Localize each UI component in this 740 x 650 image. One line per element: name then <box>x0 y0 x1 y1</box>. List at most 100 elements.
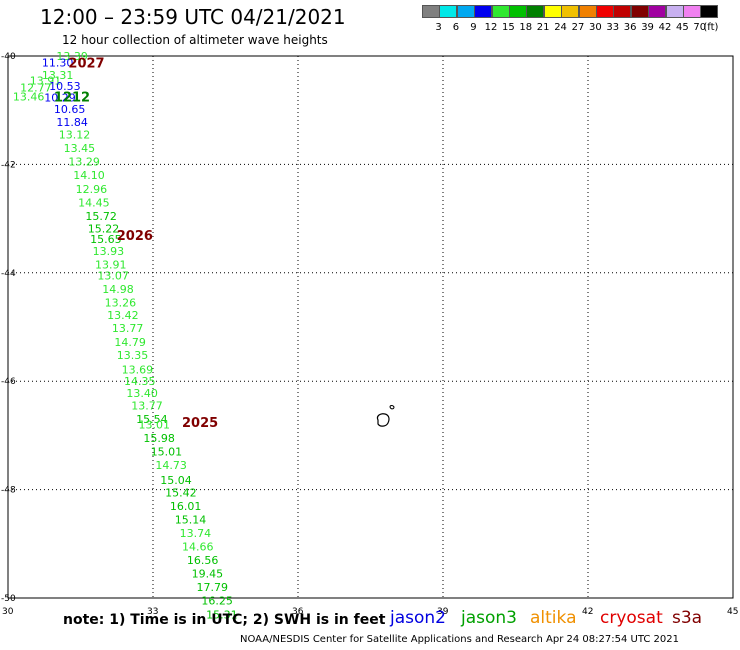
wave-height-label: 14.10 <box>73 169 105 182</box>
wave-height-label: 16.56 <box>187 554 219 567</box>
wave-height-label: 10.65 <box>54 103 86 116</box>
wave-height-label: 14.35 <box>124 375 156 388</box>
wave-height-label: 13.31 <box>42 69 73 82</box>
footer-note: note: 1) Time is in UTC; 2) SWH is in fe… <box>63 612 386 628</box>
wave-height-label: 15.04 <box>160 474 192 487</box>
wave-height-label: 15.42 <box>165 486 197 499</box>
lat-tick-label: -48 <box>1 486 16 496</box>
color-scale-label: 42 <box>658 22 672 33</box>
wave-height-label: 13.69 <box>122 363 154 376</box>
track-number-label: 2026 <box>117 229 153 244</box>
track-labels: 2027 2026 2025 1212 <box>54 57 218 431</box>
wave-height-label: 13.91 <box>95 259 127 272</box>
wave-height-label: 11.30 <box>42 57 73 70</box>
island-outlines <box>376 405 395 427</box>
lon-tick-label: 45 <box>727 607 738 617</box>
wave-height-label: 13.12 <box>59 129 91 142</box>
wave-height-label: 13.91 <box>30 74 62 87</box>
wave-height-label: 14.98 <box>102 283 134 296</box>
wave-height-label: 13.74 <box>180 527 212 540</box>
wave-height-label: 14.66 <box>182 541 214 554</box>
wave-height-label: 13.77 <box>112 322 143 335</box>
wave-height-label: 15.98 <box>143 432 175 445</box>
color-scale-label: 27 <box>571 22 585 33</box>
lat-tick-label: -44 <box>1 269 16 279</box>
color-scale-unit: (ft) <box>703 22 719 33</box>
wave-height-label: 15.01 <box>151 446 183 459</box>
color-scale-label: 36 <box>623 22 637 33</box>
wave-height-label: 13.93 <box>93 245 125 258</box>
lon-tick-label: 42 <box>582 607 593 617</box>
color-scale-label: 33 <box>606 22 620 33</box>
wave-height-label: 13.77 <box>131 400 163 413</box>
island-prince-edward <box>389 405 395 410</box>
wave-height-label: 15.14 <box>175 513 207 526</box>
color-scale-label: 12 <box>484 22 498 33</box>
color-scale-label: 6 <box>452 22 460 33</box>
satellite-name-cryosat: cryosat <box>600 608 663 628</box>
track-number-label: 1212 <box>54 91 90 106</box>
wave-height-label: 12.96 <box>76 183 108 196</box>
satellite-name-jason3: jason3 <box>461 608 517 628</box>
color-scale-label: 21 <box>536 22 550 33</box>
lon-tick-label: 30 <box>2 607 14 617</box>
wave-height-label: 19.45 <box>192 568 224 581</box>
map-subtitle: 12 hour collection of altimeter wave hei… <box>62 33 328 47</box>
color-scale-label: 3 <box>435 22 442 33</box>
wave-height-label: 14.73 <box>155 459 187 472</box>
wave-height-label: 13.46 <box>13 91 45 104</box>
map-grid <box>7 55 734 599</box>
wave-height-label: 14.45 <box>78 196 110 209</box>
lon-tick-label: 36 <box>292 607 304 617</box>
wave-height-label: 14.79 <box>114 336 146 349</box>
color-scale-label: 24 <box>554 22 567 33</box>
map-title: 12:00 – 23:59 UTC 04/21/2021 <box>40 5 346 29</box>
wave-height-label: 17.79 <box>197 581 229 594</box>
color-scale-label: 9 <box>470 22 477 33</box>
wave-height-label: 13.42 <box>107 309 139 322</box>
wave-height-label: 13.40 <box>126 387 157 400</box>
wave-height-label: 13.35 <box>117 349 149 362</box>
wave-height-label: 15.65 <box>90 233 122 246</box>
satellite-name-jason2: jason2 <box>390 608 446 628</box>
wave-height-label: 16.25 <box>201 595 233 608</box>
map-frame <box>7 55 734 599</box>
lat-tick-label: -42 <box>1 160 16 170</box>
lon-tick-label: 39 <box>437 607 449 617</box>
axis-tick-labels: 30 33 36 39 42 45 -40 -42 -44 -46 -48 -50 <box>1 52 738 617</box>
credit-line: NOAA/NESDIS Center for Satellite Applica… <box>240 634 679 645</box>
lat-tick-label: -50 <box>1 594 16 604</box>
wave-height-label: 13.39 <box>56 50 87 63</box>
lat-tick-label: -46 <box>1 377 16 387</box>
color-scale-label: 30 <box>589 22 602 33</box>
wave-height-label: 11.84 <box>56 116 87 129</box>
color-scale-label: 70 <box>693 22 707 33</box>
satellite-name-s3a: s3a <box>672 608 703 628</box>
wave-height-label: 16.01 <box>170 500 202 513</box>
satellite-name-altika: altika <box>530 608 577 628</box>
color-scale-label: 15 <box>502 22 515 33</box>
track-number-label: 2025 <box>182 416 218 431</box>
wave-height-label: 15.22 <box>88 222 120 235</box>
wave-height-label: 10.29 <box>44 92 76 105</box>
lon-tick-label: 33 <box>147 607 158 617</box>
lat-tick-label: -40 <box>1 52 16 62</box>
wave-height-label: 10.53 <box>49 80 80 93</box>
wave-height-label: 13.01 <box>139 419 171 432</box>
color-scale-label: 45 <box>676 22 689 33</box>
color-scale-label: 39 <box>641 22 654 33</box>
color-swatch <box>700 5 719 18</box>
wave-height-label: 13.26 <box>105 297 136 310</box>
wave-height-label: 13.07 <box>97 270 128 283</box>
wave-height-label: 13.45 <box>64 142 95 155</box>
wave-height-label: 15.72 <box>85 210 117 223</box>
wave-height-label: 13.29 <box>68 156 100 169</box>
color-scale-label: 18 <box>519 22 533 33</box>
wave-height-label: 15.54 <box>136 413 168 426</box>
track-number-label: 2027 <box>68 57 104 72</box>
wave-height-label: 15.31 <box>206 608 238 621</box>
wave-height-label: 12.77 <box>20 81 52 94</box>
island-marion <box>376 413 390 427</box>
